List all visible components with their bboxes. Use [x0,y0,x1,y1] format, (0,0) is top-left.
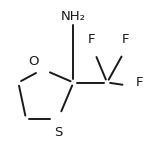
Text: F: F [122,33,129,46]
Text: O: O [28,55,39,67]
Text: S: S [54,126,62,138]
Text: F: F [88,33,96,46]
Text: NH₂: NH₂ [61,10,86,23]
Text: F: F [135,76,143,89]
